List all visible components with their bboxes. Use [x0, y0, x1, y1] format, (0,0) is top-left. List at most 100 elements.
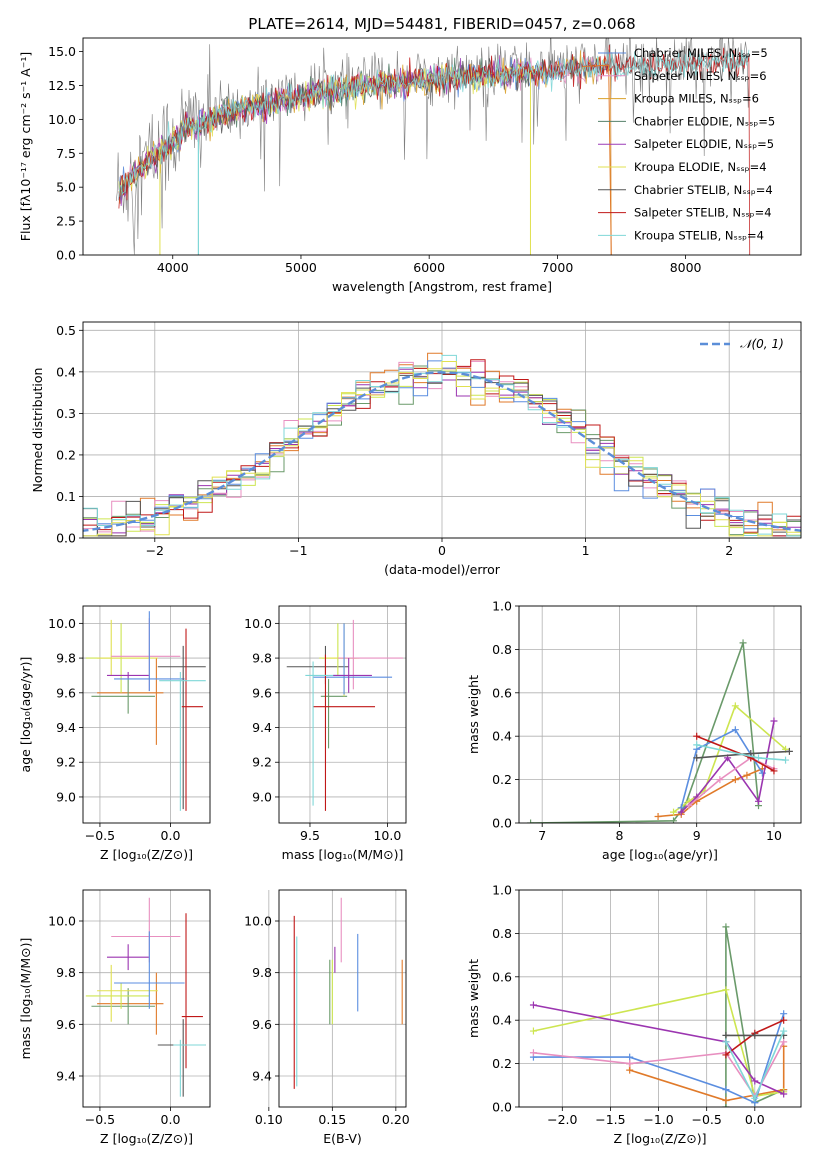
chart-title: PLATE=2614, MJD=54481, FIBERID=0457, z=0…: [248, 15, 635, 33]
age_vs_mass-plot: [286, 619, 403, 811]
x-tick-label: 2: [725, 543, 733, 558]
y-tick-label: 0.8: [492, 642, 512, 657]
y-tick-label: 10.0: [48, 914, 76, 929]
x-tick-label: 9.5: [300, 828, 320, 843]
series-marker: [693, 754, 701, 762]
legend-label: Salpeter MILES, Nₛₛₚ=6: [634, 69, 767, 83]
y-tick-label: 9.2: [56, 755, 76, 770]
y-tick-label: 9.4: [252, 1069, 272, 1084]
y-tick-label: 15.0: [48, 44, 76, 59]
series-marker: [626, 1053, 634, 1061]
x-tick-label: 0.0: [161, 828, 181, 843]
x-axis-label: Z [log₁₀(Z/Z⊙)]: [614, 1131, 707, 1146]
series-line-olive: [725, 926, 785, 1107]
series-line-blue: [680, 728, 764, 809]
mass_weight_vs_age-plot: [527, 639, 793, 823]
y-axis-label: Normed distribution: [30, 368, 45, 493]
series-marker: [722, 1038, 730, 1046]
y-tick-label: 10.0: [244, 914, 272, 929]
y-tick-label: 0.4: [492, 1013, 512, 1028]
y-tick-label: 12.5: [48, 78, 76, 93]
x-tick-label: 9: [693, 828, 701, 843]
y-tick-label: 9.6: [252, 685, 272, 700]
model-spectrum-chabrier_stelib: [118, 45, 750, 201]
axes-frame: [518, 889, 802, 1108]
series-marker: [751, 1077, 759, 1085]
mass_weight_vs_age-axes: 7 8 9 10 0.0 0.2 0.4 0.6 0.8 1.0 age [log₁₀(age/yr…: [466, 599, 802, 862]
y-tick-label: 9.6: [56, 1017, 76, 1032]
y-tick-label: 0.6: [492, 685, 512, 700]
y-tick-label: 1.0: [492, 883, 512, 898]
x-tick-label: 1: [582, 543, 590, 558]
age_vs_Z-plot: [85, 611, 206, 811]
series-marker: [770, 717, 778, 725]
y-tick-label: 0.2: [492, 1056, 512, 1071]
data-spectrum: [116, 38, 750, 255]
mass_vs_Z-axes: −0.5 0.0 9.4 9.6 9.8 10.0 Z [log₁₀(Z/Z⊙)] mass …: [18, 889, 211, 1146]
y-tick-label: 0.0: [492, 816, 512, 831]
residuals-axes: −2 −1 0 1 2 0.0 0.1 0.2 0.3 0.4 0.5 (data-model)/er…: [30, 321, 802, 577]
series-marker: [529, 1027, 537, 1035]
x-axis-label: Z [log₁₀(Z/Z⊙)]: [100, 1131, 193, 1146]
y-tick-label: 9.4: [252, 720, 272, 735]
series-marker: [780, 1016, 788, 1024]
x-tick-label: 0.0: [161, 1112, 181, 1127]
normal-curve: [83, 371, 801, 532]
series-marker: [770, 767, 778, 775]
series-marker: [785, 747, 793, 755]
series-marker: [780, 1027, 788, 1035]
series-marker: [755, 797, 763, 805]
y-tick-label: 10.0: [48, 112, 76, 127]
x-axis-label: Z [log₁₀(Z/Z⊙)]: [100, 847, 193, 862]
histogram-kroupa_elodie: [83, 361, 801, 537]
legend-label: Chabrier MILES, Nₛₛₚ=5: [634, 46, 768, 60]
legend-label: Kroupa MILES, Nₛₛₚ=6: [634, 92, 759, 106]
y-tick-label: 9.8: [252, 651, 272, 666]
residual-legend: 𝒩(0, 1): [700, 337, 784, 351]
series-line-purple: [680, 720, 775, 813]
series-marker: [743, 771, 751, 779]
y-axis-label: mass weight: [466, 675, 481, 754]
mass_weight_vs_Z-plot: [529, 923, 788, 1107]
y-tick-label: 9.6: [56, 685, 76, 700]
x-axis-label: mass [log₁₀(M/M⊙)]: [282, 847, 404, 862]
residuals-plot: [83, 352, 801, 537]
y-tick-label: 9.8: [252, 965, 272, 980]
y-tick-label: 0.1: [56, 489, 76, 504]
series-marker: [780, 1038, 788, 1046]
series-marker: [755, 754, 763, 762]
mass_vs_ebv-plot: [293, 897, 403, 1089]
y-axis-label: Flux [fλ10⁻¹⁷ erg cm⁻² s⁻¹ A⁻¹]: [18, 52, 33, 241]
mass_weight_vs_Z-axes: −2.0 −1.5 −1.0 −0.5 0.0 0.0 0.2 0.4 0.6 0.8 1.0 Z […: [466, 883, 802, 1146]
y-axis-label: mass [log₁₀(M/M⊙)]: [18, 938, 33, 1060]
x-axis-label: E(B-V): [323, 1131, 362, 1146]
series-marker: [685, 802, 693, 810]
y-tick-label: 9.6: [252, 1017, 272, 1032]
x-tick-label: −1.5: [595, 1112, 625, 1127]
legend-label: Chabrier ELODIE, Nₛₛₚ=5: [634, 114, 775, 128]
series-marker: [722, 1103, 730, 1107]
axes-frame: [82, 37, 802, 256]
x-tick-label: −0.5: [85, 828, 115, 843]
series-marker: [751, 1031, 759, 1039]
series-marker: [677, 808, 685, 816]
age_vs_Z-axes: −0.5 0.0 9.0 9.2 9.4 9.6 9.8 10.0 Z [log₁₀(Z/Z⊙)…: [18, 605, 211, 862]
y-tick-label: 0.4: [492, 729, 512, 744]
x-tick-label: 0.0: [745, 1112, 765, 1127]
series-line-lime: [533, 988, 784, 1098]
y-tick-label: 10.0: [244, 616, 272, 631]
series-marker: [722, 1031, 730, 1039]
series-marker: [722, 986, 730, 994]
series-marker: [722, 1086, 730, 1094]
x-tick-label: 0.10: [255, 1112, 283, 1127]
mass_vs_ebv-axes: 0.10 0.15 0.20 9.4 9.6 9.8 10.0 E(B-V): [244, 889, 410, 1146]
x-tick-label: 8000: [670, 260, 702, 275]
x-tick-label: 5000: [285, 260, 317, 275]
y-tick-label: 7.5: [56, 146, 76, 161]
y-axis-label: mass weight: [466, 959, 481, 1038]
series-marker: [716, 776, 724, 784]
series-marker: [529, 1001, 537, 1009]
x-tick-label: 8: [615, 828, 623, 843]
legend-label: Kroupa ELODIE, Nₛₛₚ=4: [634, 160, 767, 174]
